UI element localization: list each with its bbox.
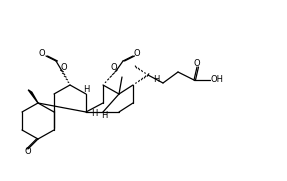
- Text: H: H: [83, 85, 89, 94]
- Text: O: O: [61, 62, 67, 71]
- Text: H: H: [153, 75, 159, 85]
- Text: O: O: [39, 49, 45, 58]
- Text: OH: OH: [210, 75, 224, 85]
- Text: O: O: [194, 58, 200, 68]
- Polygon shape: [28, 90, 38, 103]
- Text: O: O: [111, 62, 117, 71]
- Text: H: H: [91, 110, 97, 119]
- Text: O: O: [134, 49, 140, 58]
- Text: H: H: [101, 111, 107, 121]
- Text: O: O: [25, 148, 31, 157]
